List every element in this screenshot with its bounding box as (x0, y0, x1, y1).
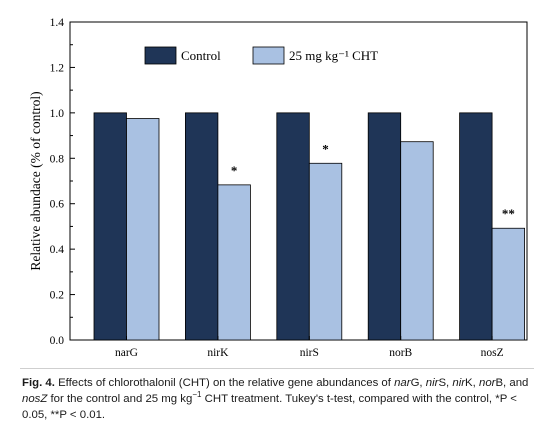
bar-cht-nosZ (491, 227, 526, 341)
caption-run: B, and (495, 377, 529, 389)
caption-run: CHT treatment. Tukey's t-test, compared … (22, 393, 517, 421)
bar-control-narG (93, 112, 127, 341)
y-tick-label: 0.6 (50, 199, 65, 211)
bar-chart: 0.0 0.2 0.4 0.6 0.8 1.0 1.2 1.4 Relative abundac… (28, 17, 528, 359)
significance-marker: * (322, 141, 329, 156)
legend-label-cht: 25 mg kg⁻¹ CHT (289, 48, 378, 63)
caption-run: −1 (192, 390, 202, 400)
bar-control-nirK (184, 112, 219, 341)
x-tick-label: narG (115, 347, 138, 359)
bar-cht-nirS (308, 162, 343, 341)
bar-control-nirS (276, 112, 310, 341)
legend-swatch-control (144, 46, 177, 65)
bar-cht-norB (400, 141, 434, 341)
x-tick-label: nirK (207, 347, 229, 359)
caption-run: nar (394, 377, 411, 389)
y-tick-label: 1.4 (50, 17, 65, 29)
caption-run: nir (425, 377, 439, 389)
bar-cht-narG (126, 118, 160, 341)
caption-text: Effects of chlorothalonil (CHT) on the r… (22, 377, 528, 421)
caption-run: Effects of chlorothalonil (CHT) on the r… (54, 377, 395, 389)
significance-marker: ** (502, 206, 515, 221)
caption-run: for the control and 25 mg kg (47, 393, 193, 405)
y-axis-label: Relative abundace (% of control) (28, 91, 43, 270)
y-tick-label: 0.8 (50, 153, 65, 165)
y-tick-label: 0.2 (50, 290, 65, 302)
significance-marker: * (231, 163, 238, 178)
caption-run: nor (478, 377, 496, 389)
caption-run: nir (452, 377, 466, 389)
legend-swatch-cht (252, 46, 285, 65)
caption-run: K, (465, 377, 479, 389)
x-tick-label: nosZ (481, 347, 504, 359)
y-tick-label: 0.0 (50, 335, 65, 347)
caption-run: G, (410, 377, 426, 389)
caption-run: nosZ (22, 393, 48, 405)
figure-caption: Fig. 4. Effects of chlorothalonil (CHT) … (22, 375, 534, 423)
caption-divider (20, 368, 534, 369)
y-tick-label: 1.2 (50, 62, 65, 74)
x-tick-label: nirS (300, 347, 319, 359)
y-tick-label: 0.4 (50, 244, 65, 256)
bar-cht-nirK (217, 184, 251, 341)
bar-control-nosZ (459, 112, 493, 341)
x-tick-label: norB (389, 347, 412, 359)
y-tick-label: 1.0 (50, 108, 65, 120)
legend-label-control: Control (181, 48, 221, 63)
caption-run: S, (438, 377, 453, 389)
bar-control-norB (367, 112, 402, 341)
caption-label: Fig. 4. (22, 377, 55, 389)
